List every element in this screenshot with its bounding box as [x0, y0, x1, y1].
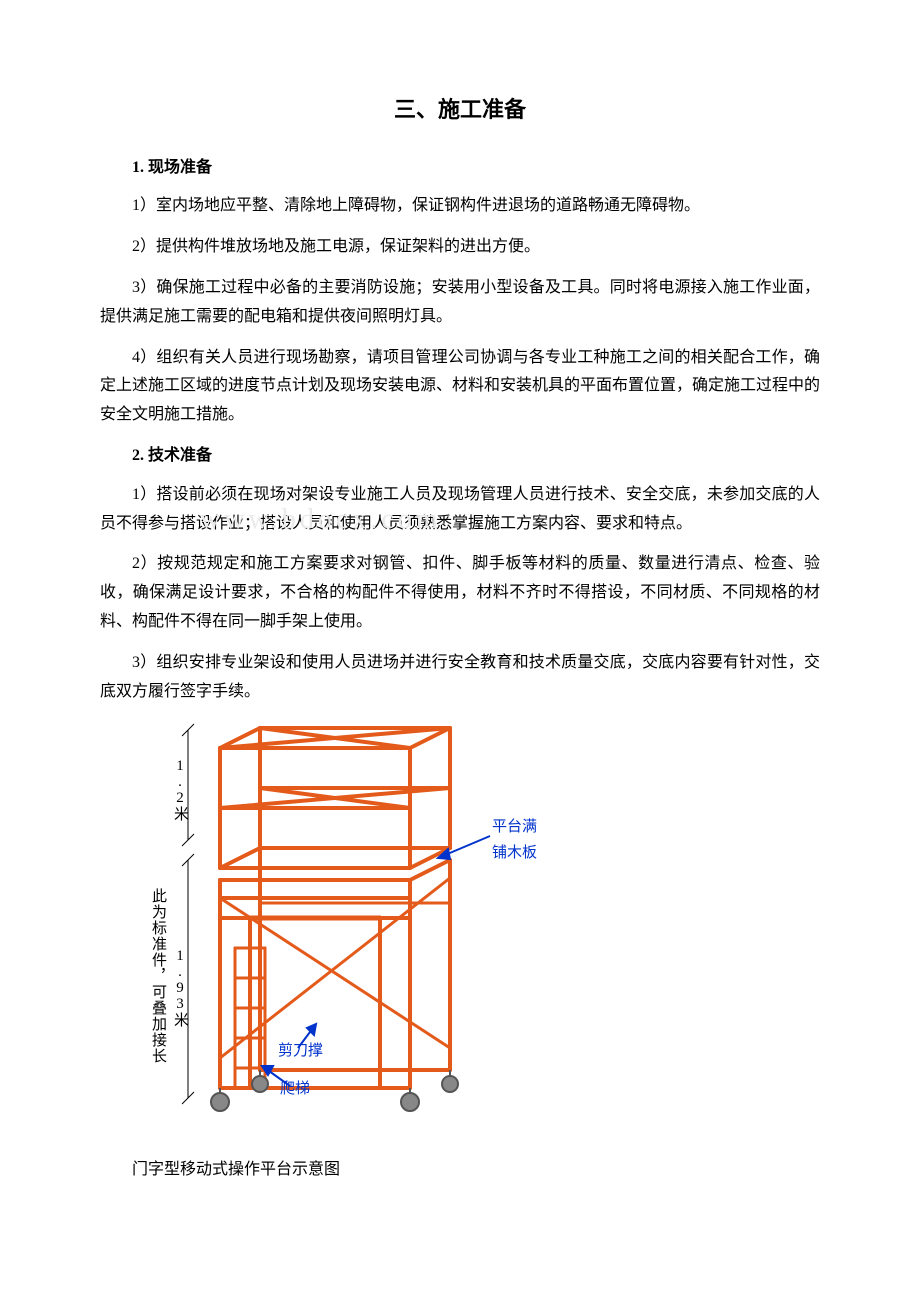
scaffold-svg [140, 718, 560, 1138]
dim-side-note: 此为标准件，可叠加接长 [144, 888, 171, 1064]
figure-caption: 门字型移动式操作平台示意图 [100, 1156, 820, 1185]
section1-p1: 1）室内场地应平整、清除地上障碍物，保证钢构件进退场的道路畅通无障碍物。 [100, 192, 820, 221]
dim-upper-label: 1.2米 [166, 758, 193, 821]
section1-p4: 4）组织有关人员进行现场勘察，请项目管理公司协调与各专业工种施工之间的相关配合工… [100, 344, 820, 430]
ann-brace: 剪刀撑 [278, 1038, 323, 1065]
section2-p3: 3）组织安排专业架设和使用人员进场并进行安全教育和技术质量交底，交底内容要有针对… [100, 649, 820, 707]
page-title: 三、施工准备 [100, 90, 820, 130]
ann-ladder: 爬梯 [280, 1076, 310, 1103]
section1-p2: 2）提供构件堆放场地及施工电源，保证架料的进出方便。 [100, 233, 820, 262]
section2-heading: 2. 技术准备 [100, 442, 820, 471]
section1-p3: 3）确保施工过程中必备的主要消防设施；安装用小型设备及工具。同时将电源接入施工作… [100, 274, 820, 332]
ann-platform-line2: 铺木板 [492, 840, 537, 867]
section1-heading: 1. 现场准备 [100, 154, 820, 183]
scaffold-diagram: 1.2米 1.93米 此为标准件，可叠加接长 平台满 铺木板 剪刀撑 爬梯 [140, 718, 560, 1138]
section2-p1: 1）搭设前必须在现场对架设专业施工人员及现场管理人员进行技术、安全交底，未参加交… [100, 481, 820, 539]
section2-p2: 2）按规范规定和施工方案要求对钢管、扣件、脚手板等材料的质量、数量进行清点、检查… [100, 550, 820, 636]
ann-platform-line1: 平台满 [492, 814, 537, 841]
